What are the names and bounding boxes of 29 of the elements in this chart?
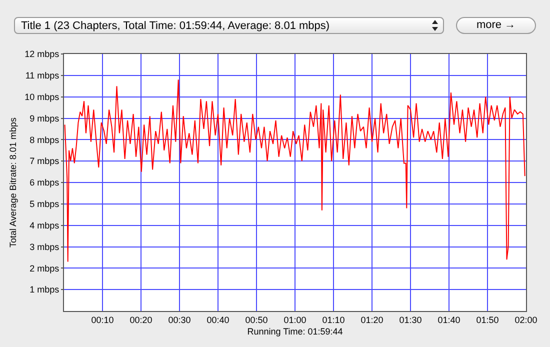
y-tick-label: 5 mbps xyxy=(30,199,60,210)
x-axis-title: Running Time: 01:59:44 xyxy=(247,326,343,337)
x-tick-label: 00:50 xyxy=(245,314,268,325)
x-tick-label: 02:00 xyxy=(514,314,538,325)
y-tick-label: 2 mbps xyxy=(30,263,60,274)
y-tick-label: 4 mbps xyxy=(30,220,60,230)
x-tick-label: 00:30 xyxy=(168,314,191,325)
y-tick-label: 7 mbps xyxy=(30,156,60,166)
line-series xyxy=(64,79,526,262)
x-tick-label: 01:20 xyxy=(360,314,384,325)
x-tick-label: 01:00 xyxy=(284,314,306,325)
y-tick-label: 8 mbps xyxy=(30,134,60,145)
chart-title: Title 1 (23 Chapters, Total Time: 01:59:44, Average: 8.01 mbps) xyxy=(21,20,330,32)
y-tick-label: 12 mbps xyxy=(24,49,60,60)
x-tick-label: 01:30 xyxy=(399,314,422,325)
y-tick-label: 11 mbps xyxy=(25,70,60,81)
y-tick-label: 10 mbps xyxy=(24,92,60,102)
y-tick-label: 1 mbps xyxy=(30,284,60,295)
y-axis-title: Total Average Bitrate: 8.01 mbps xyxy=(8,117,18,248)
y-tick-label: 9 mbps xyxy=(30,113,60,124)
x-tick-label: 01:50 xyxy=(476,314,499,325)
x-tick-label: 00:20 xyxy=(130,314,152,325)
text: more → xyxy=(456,17,536,34)
x-tick-label: 01:40 xyxy=(438,314,460,325)
x-tick-label: 00:10 xyxy=(91,314,114,325)
y-tick-label: 6 mbps xyxy=(30,178,60,188)
x-tick-label: 00:40 xyxy=(206,314,230,325)
x-tick-label: 01:10 xyxy=(322,314,345,325)
y-tick-label: 3 mbps xyxy=(30,242,60,252)
